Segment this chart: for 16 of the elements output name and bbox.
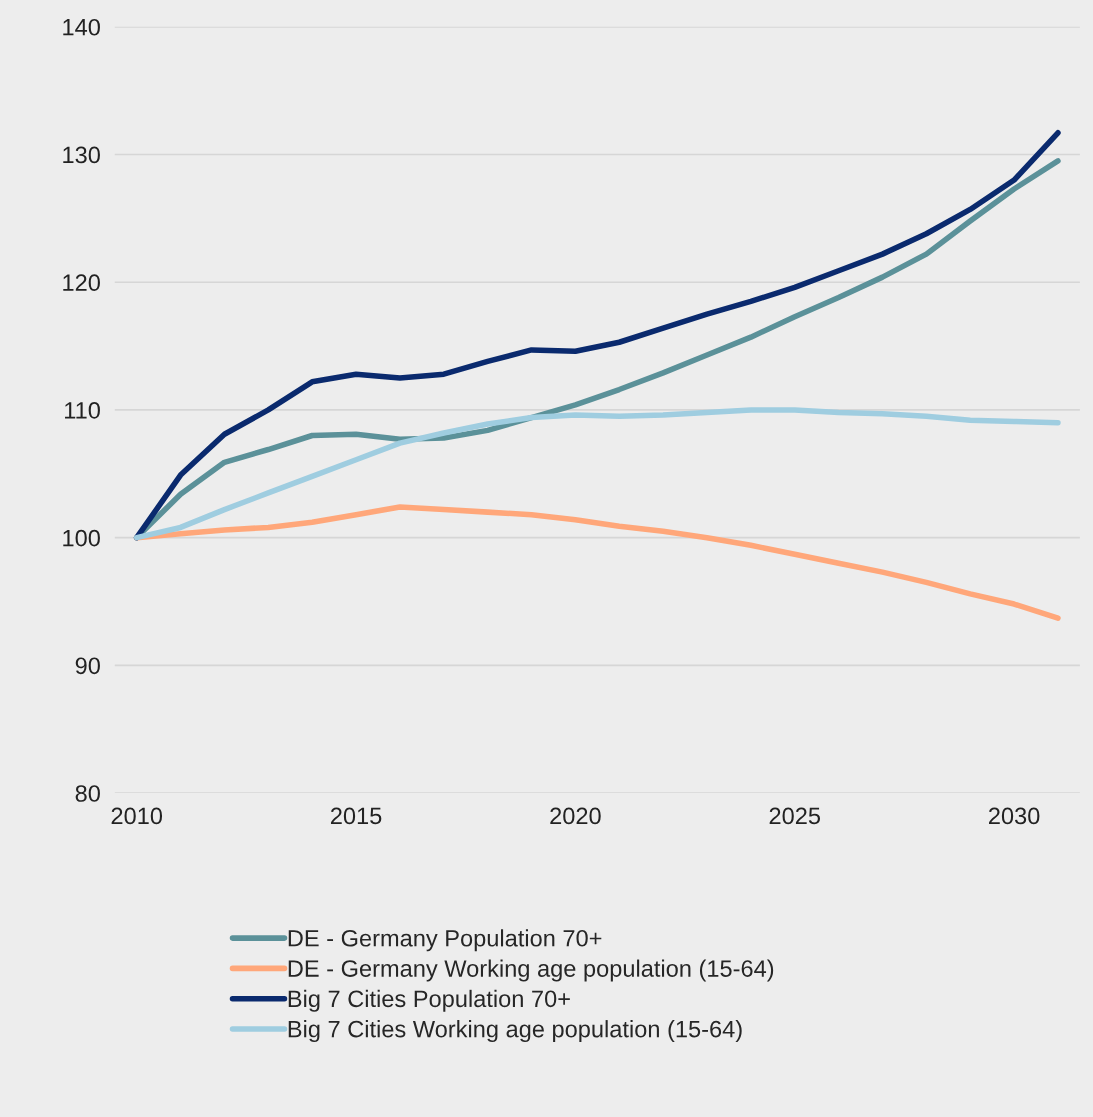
y-tick-label: 130 <box>63 146 100 164</box>
y-tick-label: 120 <box>63 274 100 292</box>
y-tick-label: 140 <box>63 18 100 36</box>
legend-label: Big 7 Cities Population 70+ <box>288 989 570 1012</box>
legend-label: Big 7 Cities Working age population (15-64) <box>288 1020 742 1043</box>
y-tick-label: 100 <box>63 529 100 547</box>
y-tick-label: 110 <box>65 402 100 419</box>
y-tick-label: 90 <box>75 657 100 675</box>
x-tick-label: 2030 <box>989 807 1040 825</box>
legend-label: DE - Germany Working age population (15-64) <box>288 959 774 982</box>
x-tick-label: 2015 <box>330 807 382 825</box>
x-tick-label: 2025 <box>769 807 821 825</box>
x-tick-label: 2020 <box>550 807 601 825</box>
x-tick-label: 2010 <box>111 807 163 825</box>
legend-label: DE - Germany Population 70+ <box>288 929 602 952</box>
y-tick-label: 80 <box>75 785 100 802</box>
